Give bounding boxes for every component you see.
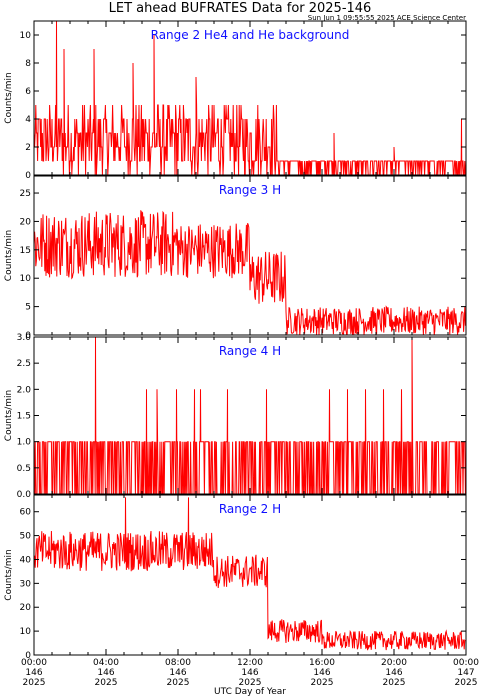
y-tick-label: 2.0 bbox=[17, 385, 32, 395]
panel-range-3-h: 0 5 10 15 20 25 Counts/min Range 3 H bbox=[4, 175, 467, 341]
y-tick-label: 50 bbox=[20, 532, 32, 542]
y-tick-label: 25 bbox=[20, 189, 31, 199]
x-tick-label: 146 bbox=[97, 668, 114, 678]
series-trace bbox=[33, 210, 466, 336]
y-tick-label: 10 bbox=[20, 274, 32, 284]
y-tick-label: 8 bbox=[25, 59, 31, 69]
panel-label: Range 4 H bbox=[219, 344, 281, 358]
x-tick-label: 147 bbox=[457, 668, 474, 678]
x-tick-label: 2025 bbox=[95, 678, 118, 688]
panel-label: Range 2 H bbox=[219, 502, 281, 516]
y-tick-label: 4 bbox=[25, 115, 31, 125]
x-tick-label: 146 bbox=[313, 668, 330, 678]
x-tick-label: 146 bbox=[169, 668, 186, 678]
y-tick-label: 40 bbox=[20, 555, 32, 565]
x-tick-label: 146 bbox=[385, 668, 402, 678]
y-axis-label: Counts/min bbox=[4, 72, 14, 123]
y-tick-label: 15 bbox=[20, 246, 31, 256]
x-tick-label: 04:00 bbox=[93, 658, 119, 668]
series-trace bbox=[33, 497, 466, 651]
y-tick-label: 2.5 bbox=[17, 359, 31, 369]
y-axis-label: Counts/min bbox=[4, 390, 14, 441]
y-tick-label: 6 bbox=[25, 87, 31, 97]
y-tick-label: 5 bbox=[25, 303, 31, 313]
y-tick-label: 3.0 bbox=[17, 333, 32, 343]
panel-label: Range 2 He4 and He background bbox=[151, 28, 350, 42]
y-tick-label: 0 bbox=[25, 651, 31, 661]
y-tick-label: 0 bbox=[25, 171, 31, 181]
series-trace bbox=[33, 20, 466, 176]
y-axis-label: Counts/min bbox=[4, 230, 14, 281]
plot-frame bbox=[33, 494, 467, 656]
x-tick-label: 2025 bbox=[239, 678, 262, 688]
x-tick-label: 146 bbox=[241, 668, 258, 678]
x-tick-label: 00:00 bbox=[21, 658, 47, 668]
y-tick-label: 0.5 bbox=[17, 464, 31, 474]
y-tick-label: 0.0 bbox=[17, 490, 32, 500]
x-tick-label: 00:00 bbox=[453, 658, 479, 668]
y-tick-label: 1.0 bbox=[17, 438, 32, 448]
x-tick-label: 2025 bbox=[383, 678, 406, 688]
x-tick-label: 2025 bbox=[311, 678, 334, 688]
x-tick-label: 16:00 bbox=[309, 658, 335, 668]
panel-label: Range 3 H bbox=[219, 183, 281, 197]
x-tick-label: 20:00 bbox=[381, 658, 407, 668]
x-tick-label: 146 bbox=[25, 668, 42, 678]
panel-range-4-h: 0.0 0.5 1.0 1.5 2.0 2.5 3.0 Counts/min Range 4 H bbox=[4, 333, 467, 500]
series-trace bbox=[33, 336, 466, 495]
x-tick-label: 2025 bbox=[23, 678, 46, 688]
y-tick-label: 10 bbox=[20, 31, 32, 41]
y-tick-label: 30 bbox=[20, 579, 32, 589]
timestamp: Sun Jun 1 09:55:55 2025 ACE Science Cent… bbox=[308, 14, 466, 22]
x-axis-label: UTC Day of Year bbox=[214, 687, 286, 697]
chart-title: LET ahead BUFRATES Data for 2025-146 bbox=[109, 1, 372, 16]
y-tick-label: 2 bbox=[25, 143, 31, 153]
y-tick-label: 1.5 bbox=[17, 412, 31, 422]
x-tick-label: 08:00 bbox=[165, 658, 191, 668]
panel-range-2-he4: 0 2 4 6 8 10 Counts/min Range 2 He4 and He back… bbox=[4, 20, 467, 181]
y-tick-label: 20 bbox=[20, 217, 32, 227]
y-tick-label: 20 bbox=[20, 603, 32, 613]
x-tick-label: 2025 bbox=[455, 678, 478, 688]
y-axis-label: Counts/min bbox=[4, 549, 14, 600]
y-tick-label: 10 bbox=[20, 627, 32, 637]
y-tick-label: 0 bbox=[25, 331, 31, 341]
y-tick-label: 60 bbox=[20, 508, 32, 518]
x-tick-label: 2025 bbox=[167, 678, 190, 688]
x-tick-label: 12:00 bbox=[237, 658, 263, 668]
